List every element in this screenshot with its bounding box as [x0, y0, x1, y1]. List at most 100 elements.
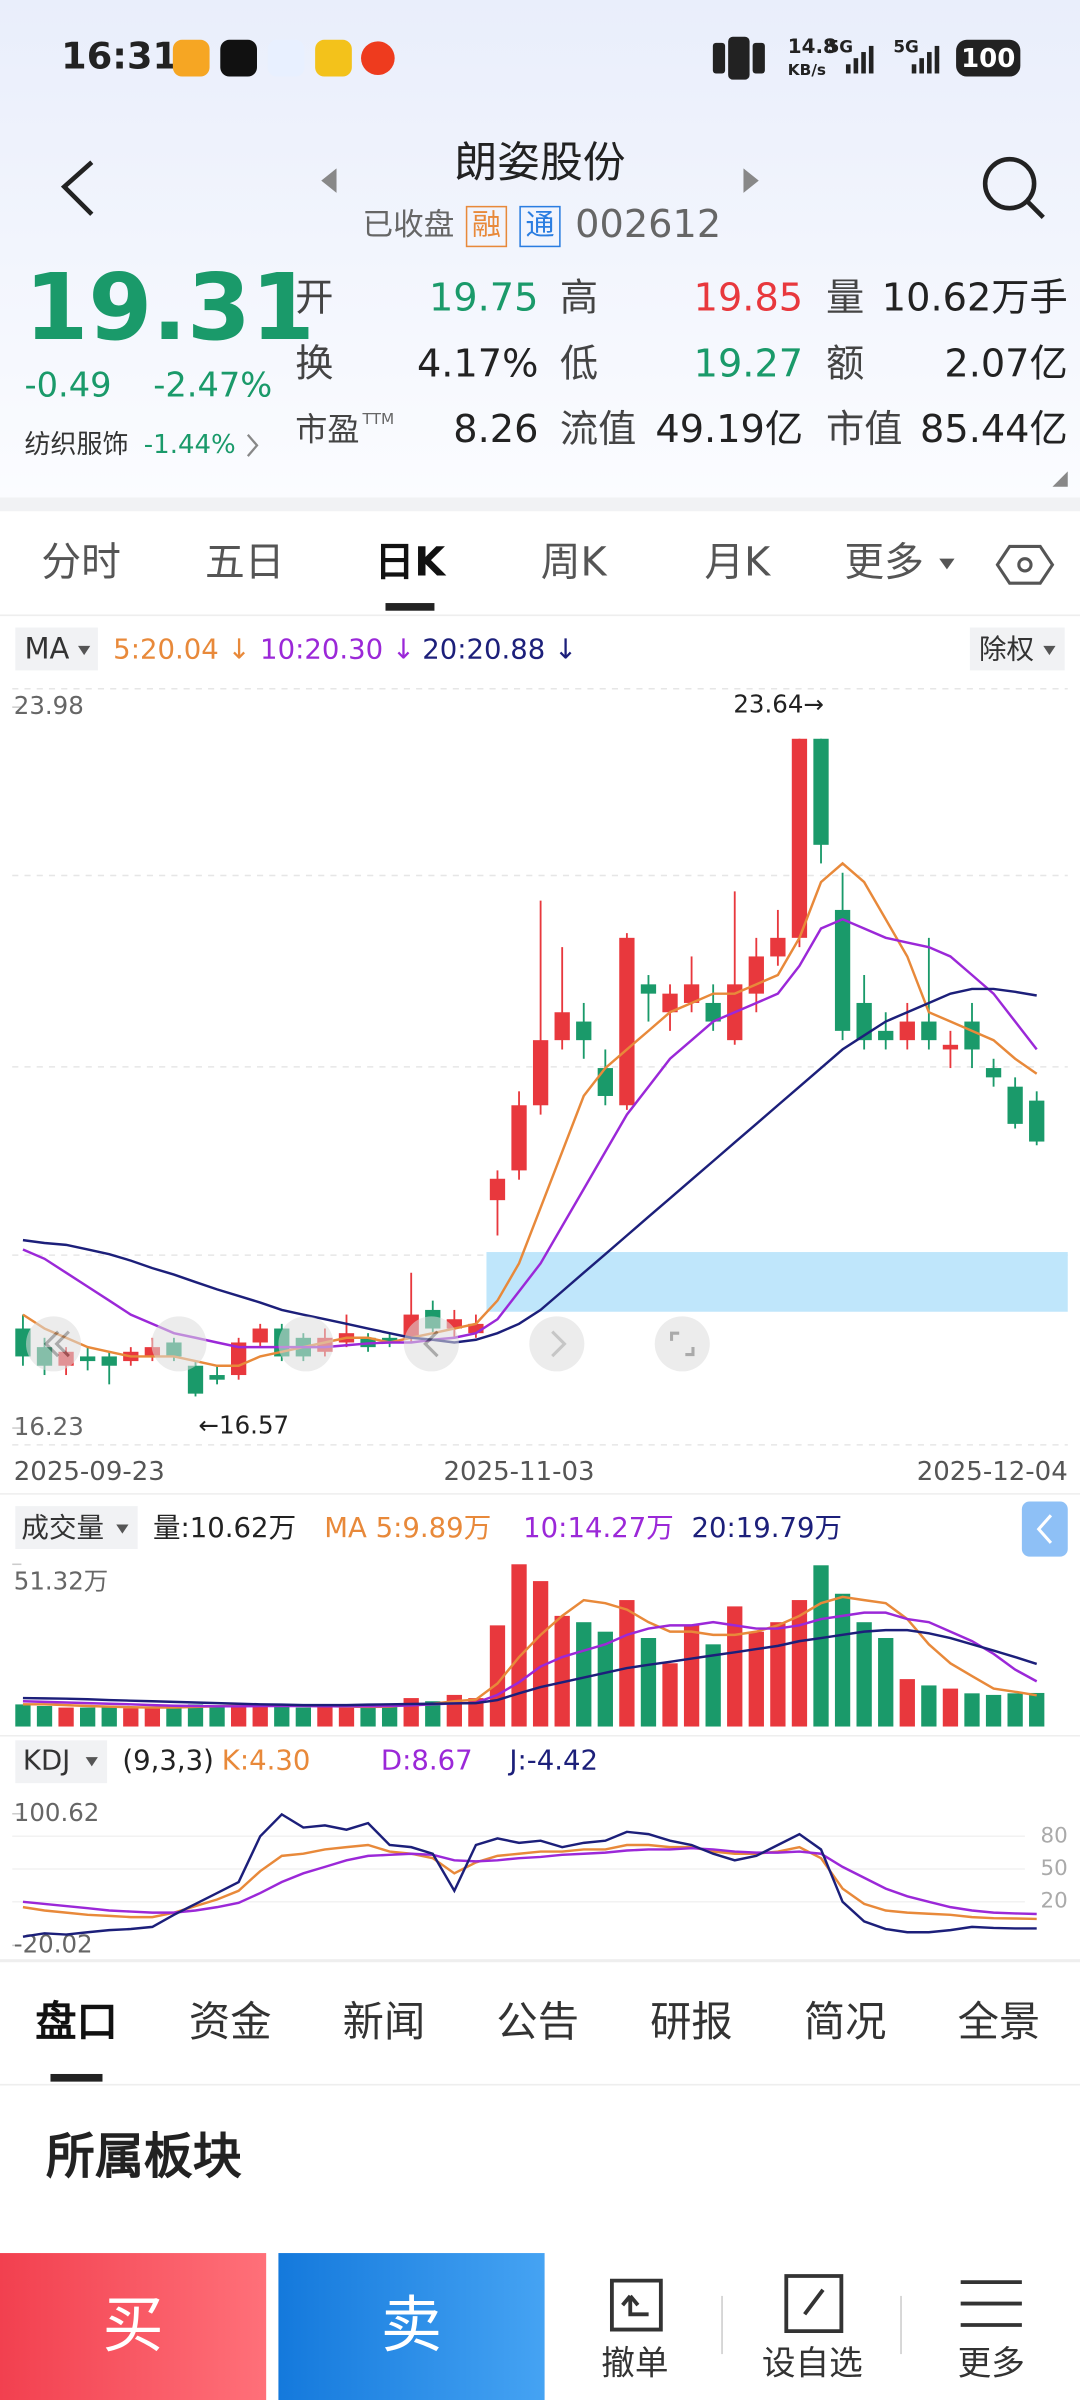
- candle-body: [468, 1323, 484, 1334]
- dropdown-caret: [1043, 645, 1056, 656]
- net-speed: 14.8: [788, 35, 837, 58]
- info-tabs: 盘口 资金 新闻 公告 研报 简况 全景: [35, 1998, 1040, 2046]
- info-tab[interactable]: 简况: [804, 1998, 887, 2046]
- volume-bar: [834, 1593, 851, 1727]
- candle-body: [532, 1040, 549, 1106]
- candle-body: [144, 1347, 161, 1357]
- candle-body: [640, 984, 657, 994]
- legend-entry: 5:20.04 ↓: [113, 634, 250, 666]
- divider: [0, 1959, 1080, 1963]
- field-value: 85.44亿: [920, 407, 1068, 452]
- volume-bar: [360, 1705, 376, 1727]
- field-value: 10.62万手: [882, 275, 1068, 320]
- next-stock[interactable]: [743, 168, 759, 193]
- volume-bar: [101, 1706, 117, 1727]
- action-items: 撤单 设自选 更多: [601, 2343, 1025, 2382]
- y2-tick-label: 20: [1041, 1889, 1068, 1914]
- legend-entry: 10:14.27万: [523, 1512, 674, 1544]
- candle-body: [597, 1068, 613, 1096]
- tab-indicator: [385, 603, 435, 611]
- volume-select[interactable]: [15, 1506, 138, 1549]
- candle-body: [921, 1021, 937, 1041]
- action-label[interactable]: 设自选: [762, 2343, 863, 2382]
- price-change-pct: -2.47%: [153, 366, 272, 405]
- legend-entry: J:-4.42: [507, 1745, 598, 1777]
- settings-icon[interactable]: [995, 544, 1055, 585]
- sell-label: 卖: [381, 2290, 442, 2361]
- info-tab[interactable]: 全景: [958, 1998, 1041, 2046]
- sell-button[interactable]: [278, 2253, 545, 2400]
- candle-body: [1029, 1100, 1045, 1142]
- signal-bars: [845, 45, 940, 74]
- chart-tabs: 分时 五日 日K 周K 月K 更多: [41, 539, 955, 611]
- kdj-params: (9,3,3): [122, 1745, 214, 1777]
- volume-bar: [15, 1704, 31, 1727]
- high-marker: 23.64→: [733, 690, 824, 719]
- volume-bar: [144, 1707, 161, 1727]
- search-button[interactable]: [982, 156, 1045, 219]
- field-value: 2.07亿: [944, 341, 1067, 386]
- legend-entry: 20:20.88 ↓: [422, 634, 577, 666]
- volume-bar: [619, 1600, 635, 1727]
- collapse-button[interactable]: [1021, 1501, 1068, 1557]
- volume-current: 量:10.62万: [153, 1512, 296, 1544]
- candle-body: [662, 993, 678, 1013]
- chevron[interactable]: [246, 433, 259, 457]
- chart-tab[interactable]: 五日: [205, 539, 285, 585]
- volume-bar: [985, 1694, 1002, 1727]
- candle-body: [619, 937, 635, 1106]
- chart-tab[interactable]: 分时: [41, 539, 121, 585]
- tag-box: [519, 205, 561, 248]
- market-status: 已收盘: [363, 208, 455, 243]
- sector-pct: -1.44%: [144, 430, 236, 460]
- back-button[interactable]: [60, 160, 94, 216]
- action-label[interactable]: 更多: [958, 2343, 1025, 2382]
- field-label: 换: [295, 341, 333, 386]
- last-price: 19.31: [24, 254, 314, 361]
- buy-button[interactable]: [0, 2253, 267, 2400]
- dropdown-caret: [78, 645, 91, 656]
- info-tab[interactable]: 新闻: [343, 1998, 426, 2046]
- series-line: [22, 1843, 1037, 1921]
- volume-bar: [727, 1606, 743, 1727]
- volume-bar: [295, 1707, 311, 1727]
- legend-entry: K:4.30: [222, 1745, 311, 1777]
- info-tab[interactable]: 公告: [496, 1998, 579, 2046]
- info-tab[interactable]: 研报: [650, 1998, 733, 2046]
- chart-tab[interactable]: 更多: [844, 539, 924, 585]
- divider: [0, 497, 1080, 512]
- sector: 纺织服饰: [24, 430, 128, 460]
- notification-icons: [172, 36, 765, 80]
- candle-body: [554, 1012, 570, 1041]
- info-tab[interactable]: 盘口: [35, 1998, 118, 2046]
- candle-body: [381, 1337, 398, 1343]
- prev-stock[interactable]: [321, 168, 337, 193]
- volume-bar: [554, 1615, 570, 1727]
- candle-body: [834, 909, 851, 1031]
- volume-bar: [80, 1707, 96, 1727]
- header-bg: [0, 0, 1080, 498]
- ma-legend: 5:20.04 ↓ 10:20.30 ↓ 20:20.88 ↓: [113, 634, 577, 666]
- info-tab[interactable]: 资金: [189, 1998, 272, 2046]
- candle-body: [209, 1375, 225, 1380]
- volume-bar: [187, 1704, 204, 1727]
- chart-tab[interactable]: 月K: [704, 539, 771, 585]
- chart-tab[interactable]: 日K: [375, 539, 448, 585]
- volume-bar: [576, 1622, 592, 1727]
- y-tick-label: 100.62: [14, 1798, 100, 1827]
- y2-tick-label: 80: [1041, 1823, 1068, 1848]
- volume-bar: [921, 1685, 937, 1727]
- volume-bar: [274, 1705, 290, 1727]
- action-label[interactable]: 撤单: [601, 2343, 668, 2382]
- volume-bar: [705, 1644, 721, 1727]
- volume-bar: [942, 1688, 959, 1727]
- candle-body: [489, 1178, 506, 1201]
- chart-tab[interactable]: 周K: [541, 539, 608, 585]
- tag-margin: 融: [472, 208, 501, 242]
- volume-bar: [683, 1625, 700, 1727]
- field-label: 低: [560, 341, 598, 386]
- volume-bar: [878, 1638, 894, 1727]
- chart-controls[interactable]: [26, 1316, 710, 1372]
